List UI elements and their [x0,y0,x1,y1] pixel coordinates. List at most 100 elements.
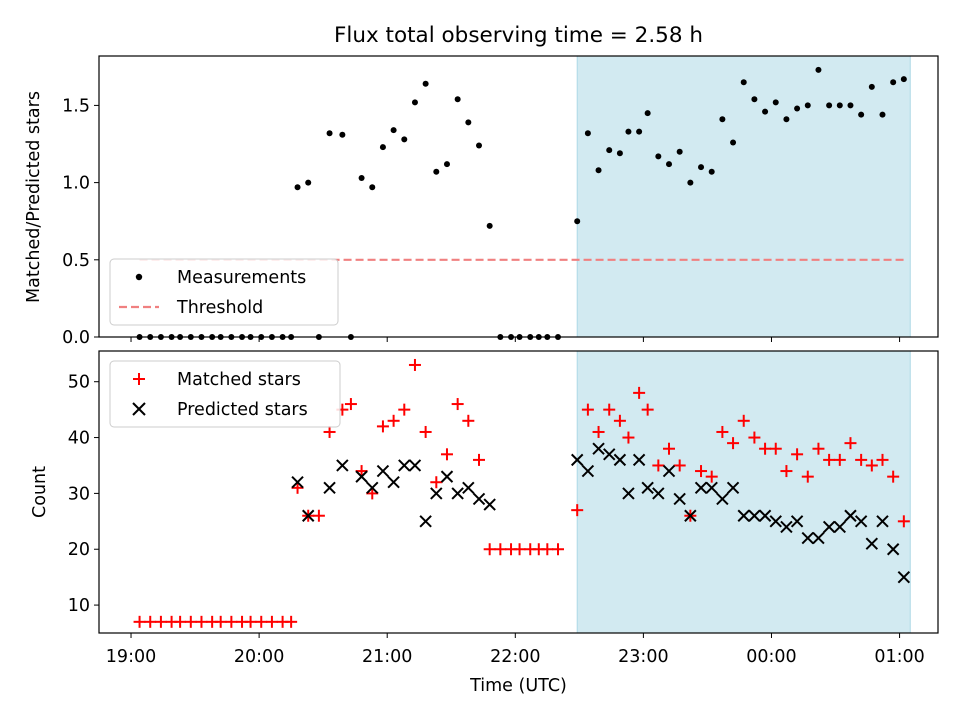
bottom-predicted-stars-point [366,481,379,495]
bottom-matched-stars-point [285,615,298,628]
bottom-matched-stars-point [592,425,605,438]
bottom-predicted-stars-point [822,520,836,534]
bottom-matched-stars-point [376,420,389,433]
bottom-predicted-stars-point [419,515,432,528]
bottom-matched-stars-point [154,615,167,628]
bottom-matched-stars-point [844,437,857,450]
bottom-matched-stars-point [855,453,868,466]
bottom-predicted-stars-point [355,470,368,483]
bottom-matched-stars-point [876,453,889,466]
chart-title: Flux total observing time = 2.58 h [334,23,703,48]
top-measurements-point [847,102,854,109]
bottom-predicted-stars-point [833,520,847,534]
bottom-matched-stars-point [663,442,676,455]
bottom-predicted-stars-point [376,464,390,478]
bottom-matched-stars-point [652,459,665,472]
bottom-predicted-stars-point [780,520,793,534]
bottom-matched-stars-point [312,509,325,522]
bottom-matched-stars-point [897,515,910,528]
x-tick-label: 01:00 [874,647,924,667]
bottom-predicted-stars-point [652,487,665,500]
top-measurements-point [339,131,346,138]
top-measurements-point [369,184,376,191]
legend-predicted-label: Predicted stars [177,400,308,420]
bottom-matched-stars-point [823,453,836,466]
x-tick-label: 22:00 [490,647,540,667]
bottom-matched-stars-point [716,425,729,438]
top-measurements-point [644,110,651,117]
top-measurements-point [584,130,591,137]
top-measurements-point [433,168,440,175]
legend-measurements-marker [135,273,143,281]
bottom-matched-stars-point [581,403,594,416]
bottom-predicted-stars-point [684,509,697,522]
bottom-predicted-stars-point [769,515,782,528]
bottom-matched-stars-point [225,615,238,628]
bottom-matched-stars-point [440,448,453,461]
top-y-axis-label: Matched/Predicted stars [24,91,44,303]
bottom-predicted-stars-point [897,570,911,584]
top-measurements-point [379,144,386,151]
legend-matched-label: Matched stars [177,370,301,390]
bottom-predicted-stars-point [662,464,676,478]
top-shaded-region [576,55,911,338]
bottom-predicted-stars-point [323,481,336,495]
bottom-matched-stars-point [214,615,227,628]
top-measurements-point [411,99,418,106]
bottom-predicted-stars-point [758,509,772,522]
top-measurements-point [390,127,397,134]
top-measurements-point [900,76,907,83]
bottom-axes: 10 20 30 40 50 19:00 20:00 21:00 22:00 23:00 00:00… [68,350,939,667]
bottom-matched-stars-point [408,358,421,371]
bottom-predicted-stars-point [748,509,761,522]
bottom-predicted-stars-point [592,442,605,455]
legend-predicted-marker [132,402,146,416]
bottom-matched-stars-point [613,414,626,427]
bottom-matched-stars-point [244,615,257,628]
top-y-tick-label: 0.5 [62,251,90,271]
bottom-matched-stars-point [622,431,635,444]
bottom-matched-stars-point [483,543,496,556]
top-measurements-point [422,80,429,87]
bottom-y-tick-label: 20 [68,540,90,560]
bottom-matched-stars-point [571,504,584,517]
bottom-predicted-stars-point [408,459,422,472]
top-measurements-point [826,102,833,109]
top-axes-frame [98,55,939,338]
bottom-predicted-stars-point [302,509,315,522]
bottom-shaded-region [576,350,911,634]
bottom-matched-stars-point [387,414,400,427]
bottom-matched-stars-point [291,481,304,494]
bottom-matched-stars-point [174,615,187,628]
bottom-y-tick-label: 40 [68,429,90,449]
top-measurements-point [879,111,886,118]
bottom-matched-stars-point [673,459,686,472]
bottom-predicted-stars-point [603,448,616,461]
bottom-predicted-stars-point [622,487,635,500]
bottom-matched-stars-point [633,386,646,399]
bottom-matched-stars-point [737,414,750,427]
top-legend-box [109,258,339,326]
bottom-predicted-stars-point [440,470,454,483]
bottom-matched-stars-point [887,470,900,483]
top-measurements-point [574,218,581,225]
bottom-matched-stars-point [791,448,804,461]
bottom-matched-stars-point [398,403,411,416]
bottom-matched-stars-point [705,470,718,483]
bottom-predicted-stars-point [876,515,889,528]
bottom-predicted-stars-point [673,492,686,506]
legend-measurements-label: Measurements [177,268,306,288]
top-measurements-point [836,102,843,109]
bottom-matched-stars-point [812,442,825,455]
top-measurements-point [616,150,623,157]
bottom-matched-stars-point [833,453,846,466]
bottom-matched-stars-point [513,543,526,556]
bottom-matched-stars-point [551,543,564,556]
bottom-predicted-stars-point [430,487,443,500]
bottom-matched-stars-point [801,470,814,483]
bottom-matched-stars-point [541,543,554,556]
bottom-predicted-stars-point [705,481,718,495]
top-measurements-point [443,161,450,168]
bottom-y-axis-label: Count [30,466,50,518]
